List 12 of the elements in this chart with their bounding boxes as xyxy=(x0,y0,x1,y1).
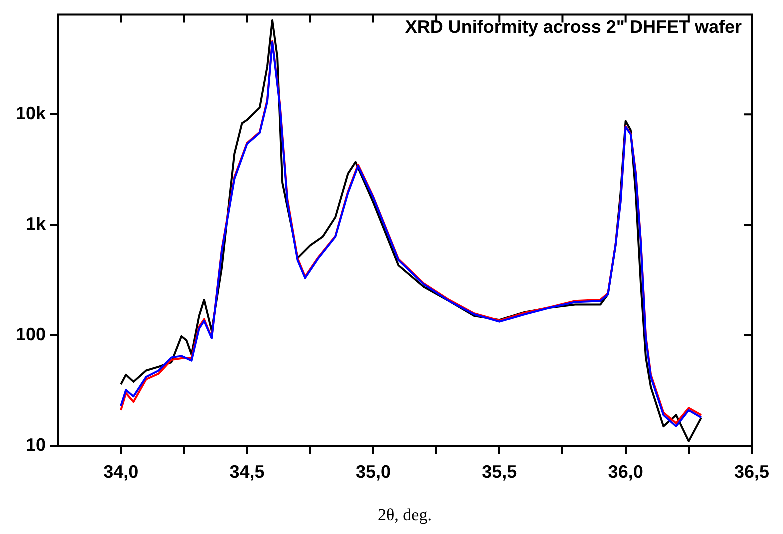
x-tick-label: 35,5 xyxy=(482,462,518,482)
chart-title: XRD Uniformity across 2" DHFET wafer xyxy=(405,16,742,37)
y-tick-label: 10 xyxy=(26,434,46,455)
y-tick-label: 10k xyxy=(16,104,47,124)
x-tick-label: 36,5 xyxy=(734,462,770,482)
x-axis-title: 2θ, deg. xyxy=(378,505,432,524)
x-tick-label: 36,0 xyxy=(608,462,644,482)
x-tick-label: 34,0 xyxy=(104,462,139,482)
x-tick-label: 34,5 xyxy=(230,462,265,482)
y-tick-label: 100 xyxy=(16,324,46,344)
y-tick-label: 1k xyxy=(26,214,47,234)
x-tick-label: 35,0 xyxy=(356,462,391,482)
